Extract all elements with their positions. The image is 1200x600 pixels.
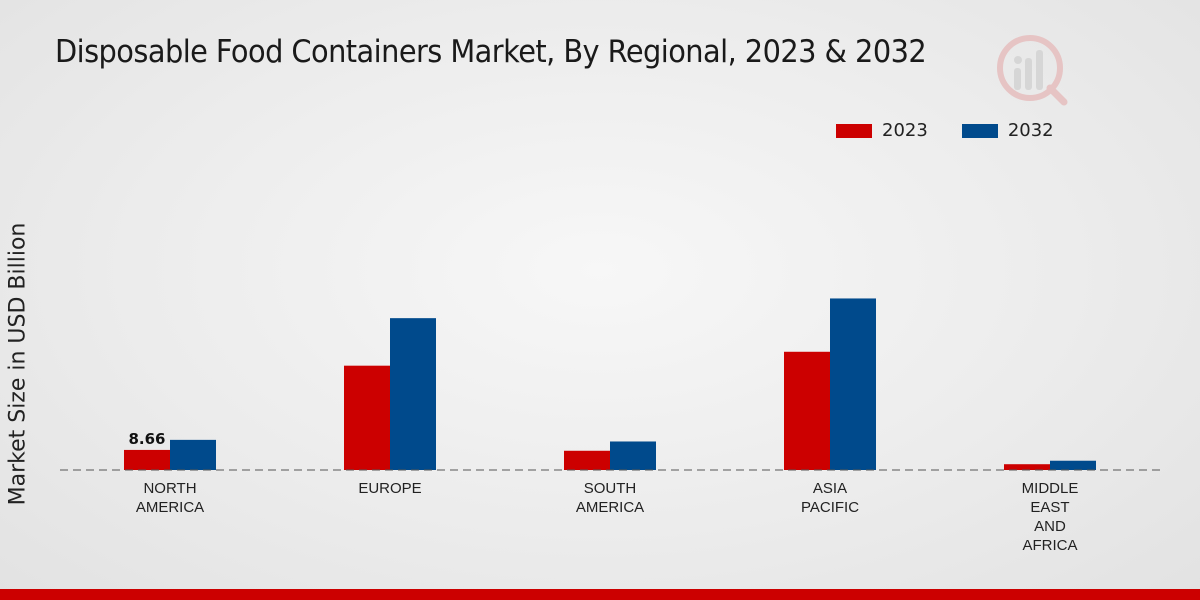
- bar-2032-3: [830, 298, 876, 470]
- bar-2032-4: [1050, 460, 1096, 470]
- x-tick-label-3: ASIA PACIFIC: [801, 480, 859, 516]
- bar-2032-2: [610, 441, 656, 470]
- legend-swatch-2032: [961, 123, 998, 138]
- x-tick-label-1: EUROPE: [358, 480, 421, 497]
- footer-accent-bar: [0, 589, 1200, 600]
- bar-2023-0: [124, 449, 170, 470]
- bar-2023-1: [344, 365, 390, 470]
- chart-title: Disposable Food Containers Market, By Re…: [55, 34, 927, 70]
- legend-swatch-2023: [836, 123, 872, 138]
- bar-2032-0: [170, 439, 216, 470]
- bar-2023-2: [564, 450, 610, 470]
- brand-logo-icon: [997, 35, 1068, 106]
- bar-2023-3: [784, 351, 830, 470]
- data-label-0: 8.66: [128, 430, 165, 448]
- legend-label-2023: 2023: [882, 120, 928, 141]
- bar-2032-1: [390, 318, 436, 470]
- legend-label-2032: 2032: [1007, 120, 1054, 141]
- x-tick-label-4: MIDDLE EAST AND AFRICA: [1022, 480, 1079, 554]
- x-tick-label-0: NORTH AMERICA: [136, 480, 204, 516]
- bar-2023-4: [1004, 464, 1050, 470]
- x-tick-label-2: SOUTH AMERICA: [576, 480, 644, 516]
- legend-item-2032: 2032: [961, 120, 1054, 141]
- legend-item-2023: 2023: [836, 120, 928, 141]
- chart-legend: 2023 2032: [836, 120, 1088, 141]
